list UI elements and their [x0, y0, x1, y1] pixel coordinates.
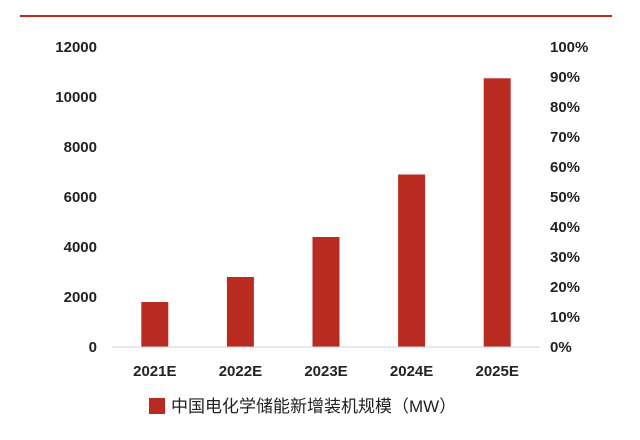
- y2-tick-label: 50%: [550, 189, 580, 206]
- x-tick-label: 2021E: [133, 363, 176, 380]
- legend-swatch: [149, 398, 165, 414]
- y2-tick-label: 80%: [550, 99, 580, 116]
- y2-tick-label: 40%: [550, 219, 580, 236]
- bar-2022E: [226, 277, 254, 347]
- y2-tick-label: 0%: [550, 339, 572, 356]
- y-tick-label: 10000: [55, 89, 97, 106]
- y2-tick-label: 60%: [550, 159, 580, 176]
- y2-tick-label: 20%: [550, 279, 580, 296]
- x-tick-label: 2025E: [476, 363, 519, 380]
- x-axis: 2021E 2022E 2023E 2024E 2025E: [133, 363, 519, 380]
- y-tick-label: 6000: [64, 189, 97, 206]
- bar-2024E: [398, 174, 426, 347]
- y-tick-label: 2000: [64, 289, 97, 306]
- bar-2021E: [141, 302, 169, 347]
- bar-2023E: [312, 237, 340, 347]
- legend: 中国电化学储能新增装机规模（MW）: [149, 397, 456, 416]
- x-tick-label: 2024E: [390, 363, 433, 380]
- x-tick-label: 2022E: [219, 363, 262, 380]
- legend-label: 中国电化学储能新增装机规模（MW）: [171, 397, 456, 416]
- x-tick-label: 2023E: [304, 363, 347, 380]
- y-axis-right: 0% 10% 20% 30% 40% 50% 60% 70% 80% 90% 100%: [550, 39, 588, 356]
- y2-tick-label: 30%: [550, 249, 580, 266]
- y-tick-label: 4000: [64, 239, 97, 256]
- y2-tick-label: 70%: [550, 129, 580, 146]
- y2-tick-label: 90%: [550, 69, 580, 86]
- y2-tick-label: 100%: [550, 39, 588, 56]
- y-tick-label: 8000: [64, 139, 97, 156]
- bars-layer: [141, 78, 511, 348]
- y-tick-label: 12000: [55, 39, 97, 56]
- bar-2025E: [483, 78, 511, 348]
- y2-tick-label: 10%: [550, 309, 580, 326]
- y-axis-left: 0 2000 4000 6000 8000 10000 12000: [55, 39, 97, 356]
- y-tick-label: 0: [89, 339, 97, 356]
